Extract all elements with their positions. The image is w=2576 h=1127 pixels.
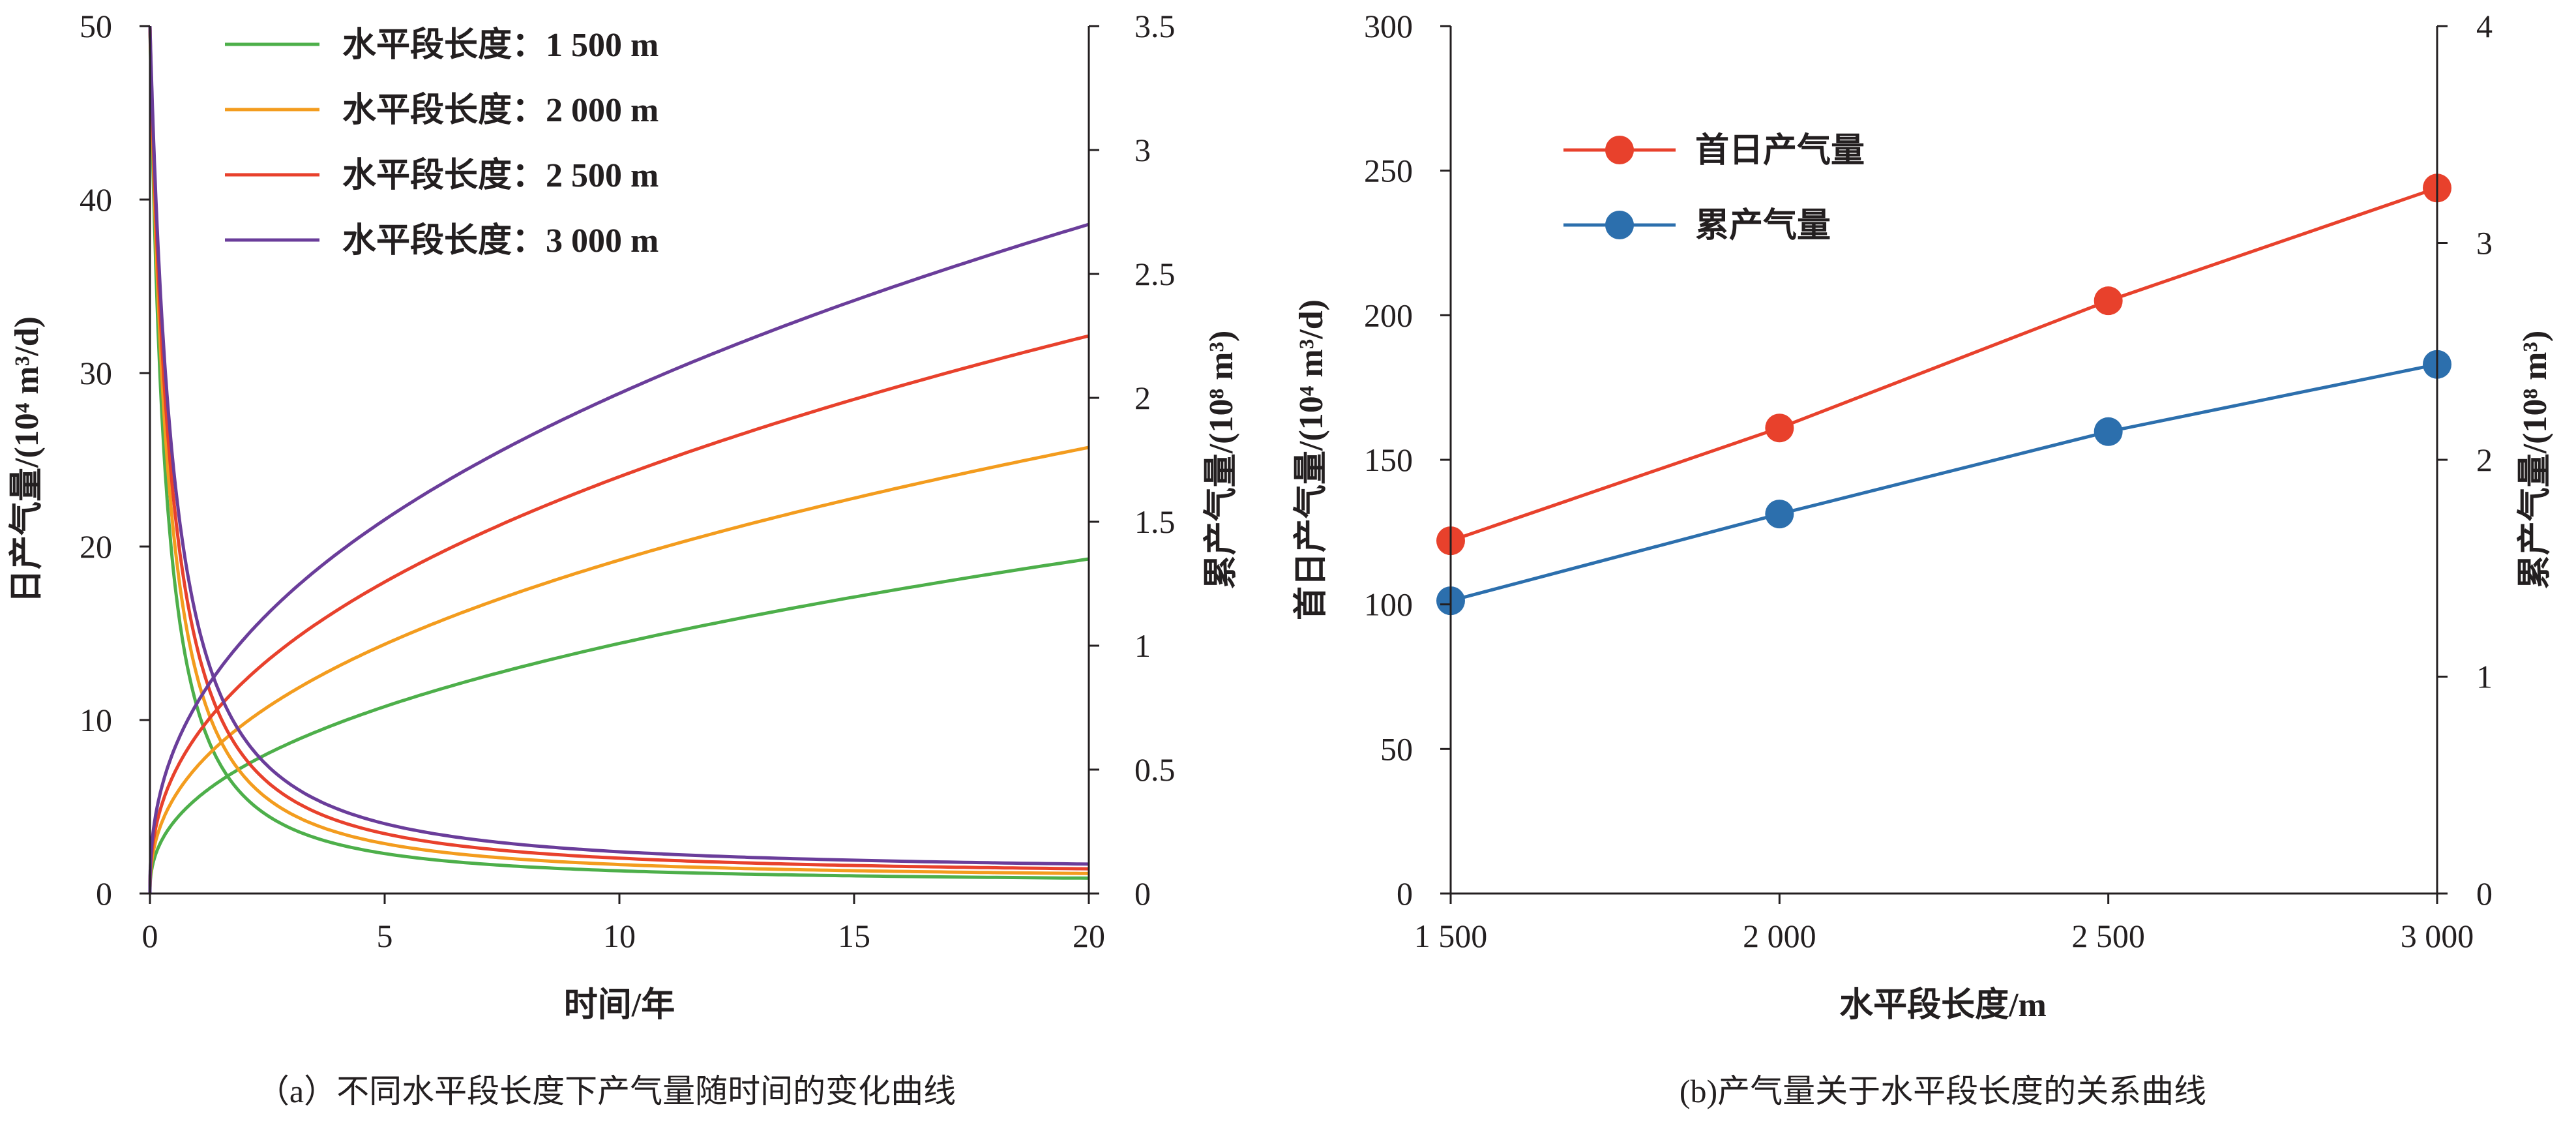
panel-b-ytick-label: 100: [1364, 586, 1413, 623]
panel-a-daily-line: [148, 26, 1089, 875]
panel-b-data-point: [2094, 417, 2123, 446]
panel-a-ytick-label: 10: [80, 702, 112, 738]
panel-b: 1 500 2 000 2 500 3 00005010015020025030001…: [1292, 8, 2554, 1109]
panel-a-ylabel: 日产气量/(10⁴ m³/d): [8, 316, 46, 603]
panel-b-ytick-label: 200: [1364, 297, 1413, 333]
panel-a-xtick-label: 20: [1073, 918, 1105, 954]
panel-a-xtick-label: 5: [377, 918, 393, 954]
panel-a-y2tick-label: 1: [1134, 627, 1151, 664]
panel-b-data-point: [1765, 413, 1794, 443]
panel-b-xtick-label: 1 500: [1414, 918, 1488, 954]
panel-b-xlabel: 水平段长度/m: [1839, 986, 2047, 1024]
panel-a-y2tick-label: 3: [1134, 132, 1151, 168]
panel-a-cumulative-line: [148, 334, 1089, 894]
panel-a-ytick-label: 20: [80, 528, 112, 565]
panel-b-y2tick-label: 0: [2476, 875, 2493, 912]
panel-b-ytick-label: 0: [1397, 875, 1413, 912]
panel-b-series-line: [1450, 363, 2438, 603]
panel-b-ticks: 1 500 2 000 2 500 3 00005010015020025030001…: [1364, 8, 2493, 954]
panel-b-legend-label: 累产气量: [1695, 207, 1831, 245]
panel-a-y2label: 累产气量/(10⁸ m³): [1202, 331, 1240, 590]
panel-a-y2tick-label: 0.5: [1134, 751, 1176, 788]
panel-b-legend-label: 首日产气量: [1695, 132, 1865, 170]
panel-b-xtick-label: 3 000: [2401, 918, 2474, 954]
panel-a-y2tick-label: 0: [1134, 875, 1151, 912]
panel-a-daily-line: [148, 26, 1089, 866]
panel-b-y2label: 累产气量/(10⁸ m³): [2516, 331, 2554, 590]
panel-b-y2tick-label: 1: [2476, 659, 2493, 695]
panel-a-xtick-label: 10: [603, 918, 636, 954]
panel-b-xtick-label: 2 000: [1743, 918, 1816, 954]
panel-b-ytick-label: 250: [1364, 153, 1413, 189]
panel-b-xtick-label: 2 500: [2071, 918, 2145, 954]
panel-a-ytick-label: 30: [80, 355, 112, 391]
panel-a-y2tick-label: 2: [1134, 380, 1151, 416]
panel-b-ytick-label: 150: [1364, 442, 1413, 478]
panel-b-y2tick-label: 3: [2476, 225, 2493, 262]
panel-a: 0 5 10 15 20 0 10 20 30 40 50 0 0.5 1 1.5 2 2.5 3 3.5 时间/年…: [8, 8, 1240, 1109]
panel-a-legend-label: 水平段长度：3 000 m: [342, 222, 659, 260]
panel-a-legend-label: 水平段长度：2 500 m: [342, 157, 659, 194]
panel-b-series: [1436, 173, 2451, 616]
panel-a-xlabel: 时间/年: [564, 986, 675, 1024]
panel-a-cumulative-line: [148, 222, 1089, 894]
panel-b-ytick-label: 300: [1364, 8, 1413, 44]
panel-a-caption: （a）不同水平段长度下产气量随时间的变化曲线: [257, 1073, 956, 1109]
panel-b-ytick-label: 50: [1380, 730, 1413, 767]
panel-a-xtick-label: 0: [142, 918, 158, 954]
panel-b-series-line: [1450, 186, 2438, 543]
panel-a-series: [148, 26, 1089, 894]
panel-a-y2tick-label: 1.5: [1134, 503, 1176, 540]
panel-a-daily-line: [148, 26, 1089, 880]
panel-a-y2tick-label: 2.5: [1134, 256, 1176, 292]
panel-a-xtick-label: 15: [838, 918, 870, 954]
panel-b-ylabel: 首日产气量/(10⁴ m³/d): [1292, 299, 1330, 620]
panel-b-legend-marker: [1605, 211, 1634, 239]
panel-a-daily-line: [148, 26, 1089, 871]
panel-a-y2tick-label: 3.5: [1134, 8, 1176, 44]
panel-a-ytick-label: 40: [80, 181, 112, 218]
panel-b-y2tick-label: 4: [2476, 8, 2493, 44]
panel-b-data-point: [2094, 286, 2123, 316]
panel-a-legend-label: 水平段长度：1 500 m: [342, 26, 659, 64]
panel-a-ytick-label: 0: [96, 875, 112, 912]
panel-b-y2tick-label: 2: [2476, 442, 2493, 478]
panel-a-cumulative-line: [148, 445, 1089, 894]
panel-b-data-point: [1765, 500, 1794, 529]
panel-a-legend-label: 水平段长度：2 000 m: [342, 91, 659, 129]
panel-b-legend-marker: [1605, 136, 1634, 164]
panel-a-ytick-label: 50: [80, 8, 112, 44]
panel-b-caption: (b)产气量关于水平段长度的关系曲线: [1680, 1073, 2206, 1109]
panel-a-cumulative-line: [148, 557, 1089, 894]
panel-a-ticks: 0 5 10 15 20 0 10 20 30 40 50 0 0.5 1 1.5 2 2.5 3 3.5: [80, 8, 1176, 954]
panel-a-legend: 水平段长度：1 500 m 水平段长度：2 000 m 水平段长度：2 500 m 水…: [225, 26, 659, 260]
